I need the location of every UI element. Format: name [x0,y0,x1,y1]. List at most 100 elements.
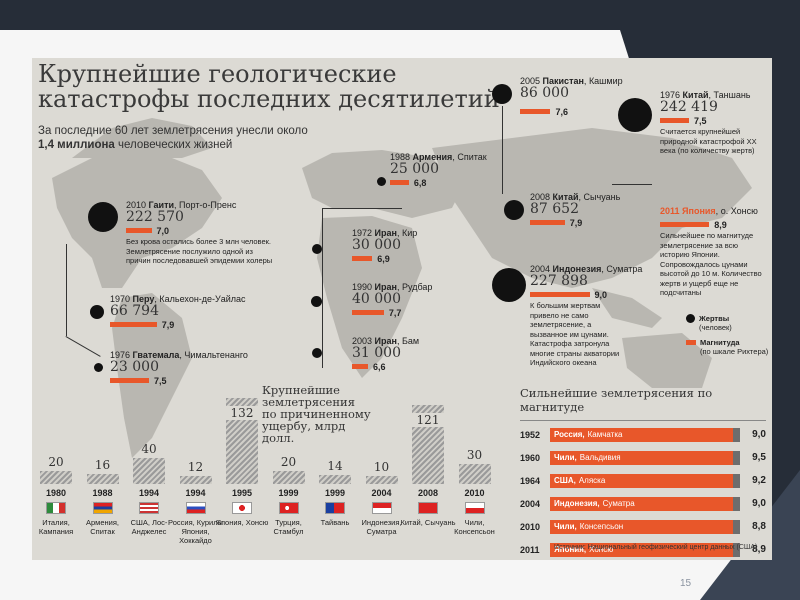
damage-year: 1999 [324,488,346,498]
damage-bar-fill [458,464,491,484]
quake-country: Гватемала [132,350,180,360]
legend-victims-sub: (человек) [699,323,732,332]
magnitude-bar-fill [126,228,152,233]
subtitle-prefix: За последние 60 лет землетрясения унесли… [38,125,308,137]
source-note: Источник: Национальный геофизический цен… [554,544,758,551]
damage-value: 20 [48,454,64,469]
damage-bar: 10 [365,460,398,484]
quake-header: 2004 Индонезия, Суматра [530,264,643,274]
damage-bar-fill [133,457,165,484]
magnitude-cap [733,496,740,511]
quake-magnitude: 6,8 [413,178,427,188]
quake-year: 2005 [520,76,541,86]
quake-deaths: 30 000 [352,237,401,253]
leader-line [322,208,323,368]
quake-header: 1970 Перу, Кальехон-де-Уайлас [110,294,246,304]
victims-dot-iran1972 [312,244,322,254]
damage-value: 10 [373,460,390,474]
page-number: 15 [680,578,692,589]
damage-bar: 132 [226,398,258,484]
flag-icon [325,502,345,514]
damage-bar: 12 [179,460,212,484]
quake-header: 2010 Гаити, Порт-о-Пренс [126,200,237,210]
quake-armenia: 1988 Армения, Спитак 25 000 6,8 [390,152,487,188]
victims-dot-peru [90,305,104,319]
damage-chart: Крупнейшие землетрясения по причиненному… [32,380,512,560]
magnitude-country: Чили, [554,522,577,531]
quake-place: Спитак [457,152,487,162]
quake-header: 1976 Гватемала, Чимальтенанго [110,350,248,360]
magnitude-table-rows: 1952 Россия, Камчатка 9,0 1960 Чили, Вальдивия… [520,425,766,559]
damage-bar: 16 [86,458,119,484]
damage-year: 2004 [371,488,392,498]
quake-year: 1972 [352,228,373,238]
damage-bar: 20 [272,455,305,484]
magnitude-bar: 7,5 [660,116,740,126]
magnitude-strip: Чили, Вальдивия [550,450,733,465]
quake-iran-1990: 1990 Иран, Рудбар 40 000 7,7 [352,282,432,318]
quake-magnitude: 7,7 [388,308,402,318]
damage-bar-fill [40,470,72,484]
legend-victims: Жертвы (человек) [686,314,768,332]
magnitude-cap [733,450,740,465]
magnitude-bar: 7,5 [110,376,210,386]
quake-peru: 1970 Перу, Кальехон-де-Уайлас 66 794 7,9 [110,294,246,330]
magnitude-value: 8,8 [752,521,766,532]
quake-country: Индонезия [552,264,602,274]
quake-deaths: 23 000 [110,359,159,375]
quake-deaths: 31 000 [352,345,401,361]
quake-country: Китай [682,90,709,100]
damage-value: 132 [226,406,258,420]
magnitude-bar: 7,6 [520,107,600,117]
damage-year: 1988 [92,488,113,498]
quake-header: 1976 Китай, Таншань [660,90,751,100]
quake-note: Сильнейшее по магнитуде землетрясение за… [660,231,762,297]
quake-china-2008: 2008 Китай, Сычуань 87 652 7,9 [530,192,620,228]
leader-line [502,106,503,194]
quake-year: 2004 [530,264,551,274]
damage-value: 12 [187,460,204,474]
legend: Жертвы (человек) Магнитуда (по шкале Рихте… [686,314,768,362]
victims-dot-iran1990 [311,296,322,307]
magnitude-year: 2004 [520,498,541,509]
magnitude-table-title: Сильнейшие землетрясения по магнитуде [520,386,766,421]
damage-bar-fill [319,474,351,484]
quake-iran-1972: 1972 Иран, Кир 30 000 6,9 [352,228,432,264]
damage-bar-fill [272,470,305,484]
flag-icon [418,502,438,514]
damage-place: Россия, Курилы Япония, Хоккайдо [168,518,223,545]
magnitude-cap [733,427,740,442]
magnitude-bar: 7,9 [110,320,210,330]
subtitle-suffix: человеческих жизней [118,139,233,151]
magnitude-strip: Чили, Консепсьон [550,519,733,534]
magnitude-table: Сильнейшие землетрясения по магнитуде 19… [520,386,766,559]
magnitude-row: 2011 Япония, Хонсю 8,9 [520,540,766,559]
magnitude-strip: Индонезия, Суматра [550,496,733,511]
leader-line [612,184,652,185]
quake-year: 1976 [660,90,681,100]
quake-year: 1970 [110,294,131,304]
damage-bar: 14 [319,459,351,484]
victims-dot-pakistan [492,84,512,104]
quake-place: Бам [401,336,420,346]
damage-place: Турция, Стамбул [273,518,304,536]
magnitude-row: 2010 Чили, Консепсьон 8,8 [520,517,766,536]
quake-country: Япония [682,206,716,216]
magnitude-bar: 6,6 [352,362,432,372]
damage-place: Китай, Сычуань [400,518,456,527]
damage-place: США, Лос-Анджелес [130,518,168,536]
flag-icon [92,502,113,514]
magnitude-country: Чили, [554,453,577,462]
flag-icon [464,502,485,514]
damage-value: 20 [280,454,297,469]
magnitude-year: 1952 [520,429,541,440]
magnitude-cap [733,519,740,534]
quake-place: о. Хонсю [720,206,758,216]
damage-value: 30 [466,448,483,463]
quake-year: 1976 [110,350,131,360]
damage-bar: 121 [412,405,444,484]
quake-deaths: 87 652 [530,201,579,217]
magnitude-bar: 6,9 [352,254,432,264]
quake-country: Перу [132,294,155,304]
magnitude-bar: 7,0 [126,226,216,236]
